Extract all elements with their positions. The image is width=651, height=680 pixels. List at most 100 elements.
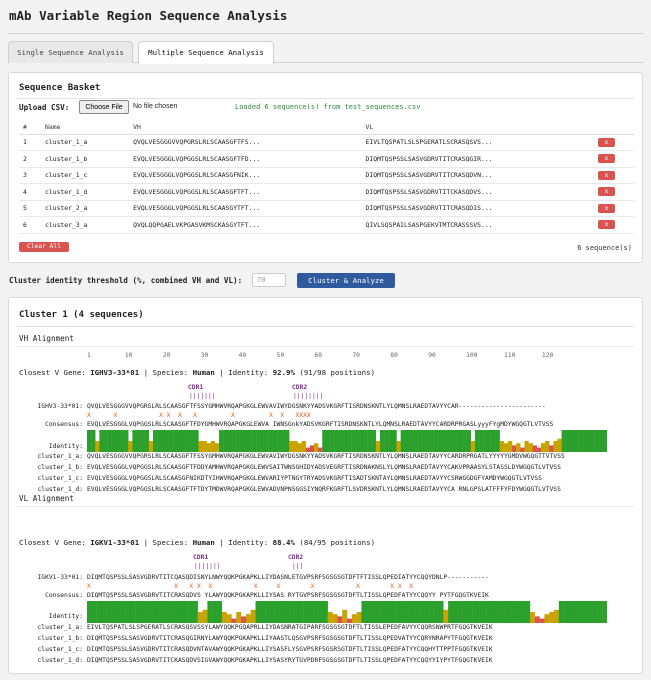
remove-sequence-button[interactable]: x	[597, 154, 615, 164]
identity-bar	[590, 430, 595, 452]
identity-bar	[409, 601, 415, 623]
identity-bar	[414, 601, 420, 623]
identity-bar	[417, 430, 422, 452]
identity-bar	[87, 601, 93, 623]
identity-bar	[481, 601, 487, 623]
identity-bar	[554, 609, 560, 623]
identity-bar	[540, 443, 546, 452]
identity-bar	[573, 601, 579, 623]
identity-bar	[371, 601, 377, 623]
identity-bar	[529, 612, 535, 623]
vh-sequence-name: cluster_1_b:	[37, 464, 84, 471]
identity-bar	[308, 601, 314, 623]
remove-sequence-button[interactable]: x	[597, 187, 615, 197]
cluster-analyze-button[interactable]: Cluster & Analyze	[297, 273, 395, 288]
identity-bar	[124, 430, 129, 452]
identity-bar	[148, 441, 154, 452]
identity-bar	[279, 601, 285, 623]
row-name: cluster_1_a	[41, 134, 130, 151]
identity-bar	[330, 430, 335, 452]
column-header-vh: VH	[129, 120, 362, 135]
identity-bar	[272, 430, 278, 452]
clear-all-button[interactable]: Clear All	[19, 242, 69, 252]
identity-bar	[207, 601, 213, 623]
table-row: 1 cluster_1_a QVQLVESGGGVVQPGRSLRLSCAASGFT…	[19, 134, 634, 151]
vh-cdr1-label: CDR1	[188, 384, 204, 391]
identity-bar	[217, 601, 223, 623]
vh-cdr2-bars: ||||||||	[293, 393, 324, 400]
remove-sequence-button[interactable]: x	[597, 170, 615, 180]
identity-bar	[400, 430, 405, 452]
identity-bar	[297, 443, 302, 452]
identity-bar	[424, 601, 430, 623]
choose-file-button[interactable]: Choose File	[79, 100, 129, 114]
remove-sequence-button[interactable]: x	[597, 220, 615, 230]
identity-bar	[404, 601, 410, 623]
vl-sequence-row: DIQMTQSPSSLSASVGDRVTITCKASQDVSIGVAWYQQKP…	[87, 657, 493, 664]
identity-bar	[303, 601, 309, 623]
identity-bar	[327, 612, 333, 623]
identity-bar	[428, 601, 434, 623]
threshold-input[interactable]: 70	[252, 273, 286, 287]
identity-bar	[293, 441, 298, 452]
identity-bar	[159, 601, 165, 623]
vh-germline-sequence: QVQLVESGGGVVQPGRSLRLSCAASGFTFSSYGMHWVRQA…	[87, 403, 546, 410]
tab-single-sequence-analysis[interactable]: Single Sequence Analysis	[8, 41, 133, 63]
identity-bar	[491, 430, 496, 452]
identity-bar	[177, 430, 183, 452]
identity-bar	[557, 438, 562, 452]
identity-bar	[380, 430, 385, 452]
identity-bar	[568, 601, 574, 623]
identity-bar	[351, 614, 357, 623]
vl-identity-label: Identity:	[48, 613, 83, 620]
identity-bar	[91, 430, 96, 452]
column-header-vl: VL	[361, 120, 594, 135]
identity-bar	[578, 601, 584, 623]
vh-position-ruler: 1 10 20 30 40 50 60 70 80 90 100 110 120	[87, 352, 554, 359]
row-vl-sequence: QIVLSQSPAILSASPGEKVTMTCRASSSVS...	[361, 216, 594, 234]
vl-difference-marks: X X X X X X X X X X X X	[87, 583, 414, 590]
vl-consensus-sequence: DIQMTQSPSSLSASVGDRVTITCRASQDVS YLAWYQQKP…	[87, 592, 489, 599]
identity-bar	[128, 441, 133, 452]
vh-sequence-row: EVQLVESGGGLVQPGGSLRLSCAASGFTFDDYAMHWVRQA…	[87, 464, 561, 471]
row-vl-sequence: DIQMTQSPSSLSASVGDRVTITCRASQGIR...	[361, 150, 594, 168]
identity-bar	[149, 601, 155, 623]
vl-germline-label: IGKV1-33*01:	[37, 574, 84, 581]
row-actions: x	[593, 134, 634, 151]
identity-bar	[496, 601, 502, 623]
vl-closest-gene: Closest V Gene: IGKV1-33*01 | Species: H…	[19, 538, 375, 547]
identity-bar	[241, 616, 247, 623]
identity-bar	[561, 430, 566, 452]
vh-sequence-row: EVQLVESGGGLVQPGGSLRLSCAASGFTFTDYTMDWVRQA…	[87, 486, 561, 493]
identity-bar	[598, 430, 604, 452]
remove-sequence-button[interactable]: x	[597, 203, 615, 213]
remove-sequence-button[interactable]: x	[597, 137, 615, 147]
row-actions: x	[593, 200, 634, 217]
identity-bar	[587, 601, 593, 623]
vl-gene-name: IGKV1-33*01	[90, 538, 140, 547]
vh-identity-chart	[87, 430, 607, 452]
identity-bar	[107, 430, 112, 452]
vh-closest-gene: Closest V Gene: IGHV3-33*01 | Species: H…	[19, 368, 375, 377]
identity-bar	[111, 601, 117, 623]
identity-bar	[284, 601, 290, 623]
identity-bar	[210, 441, 216, 452]
row-vl-sequence: DIQMTQSPSSLSASVGDRVTITCKASQDVS...	[361, 183, 594, 201]
identity-bar	[223, 430, 228, 452]
identity-bar	[388, 430, 393, 452]
identity-bar	[285, 430, 290, 452]
identity-bar	[106, 601, 112, 623]
identity-bar	[366, 601, 372, 623]
identity-bar	[154, 601, 160, 623]
row-index: 2	[19, 150, 42, 168]
identity-bar	[318, 447, 323, 452]
identity-bar	[96, 601, 102, 623]
identity-bar	[505, 601, 511, 623]
identity-bar	[399, 601, 405, 623]
identity-bar	[190, 430, 195, 452]
tab-bar: Single Sequence Analysis Multiple Sequen…	[8, 41, 643, 64]
identity-bar	[322, 430, 327, 452]
tab-multiple-sequence-analysis[interactable]: Multiple Sequence Analysis	[138, 41, 274, 64]
identity-bar	[582, 601, 588, 623]
identity-bar	[103, 430, 108, 452]
